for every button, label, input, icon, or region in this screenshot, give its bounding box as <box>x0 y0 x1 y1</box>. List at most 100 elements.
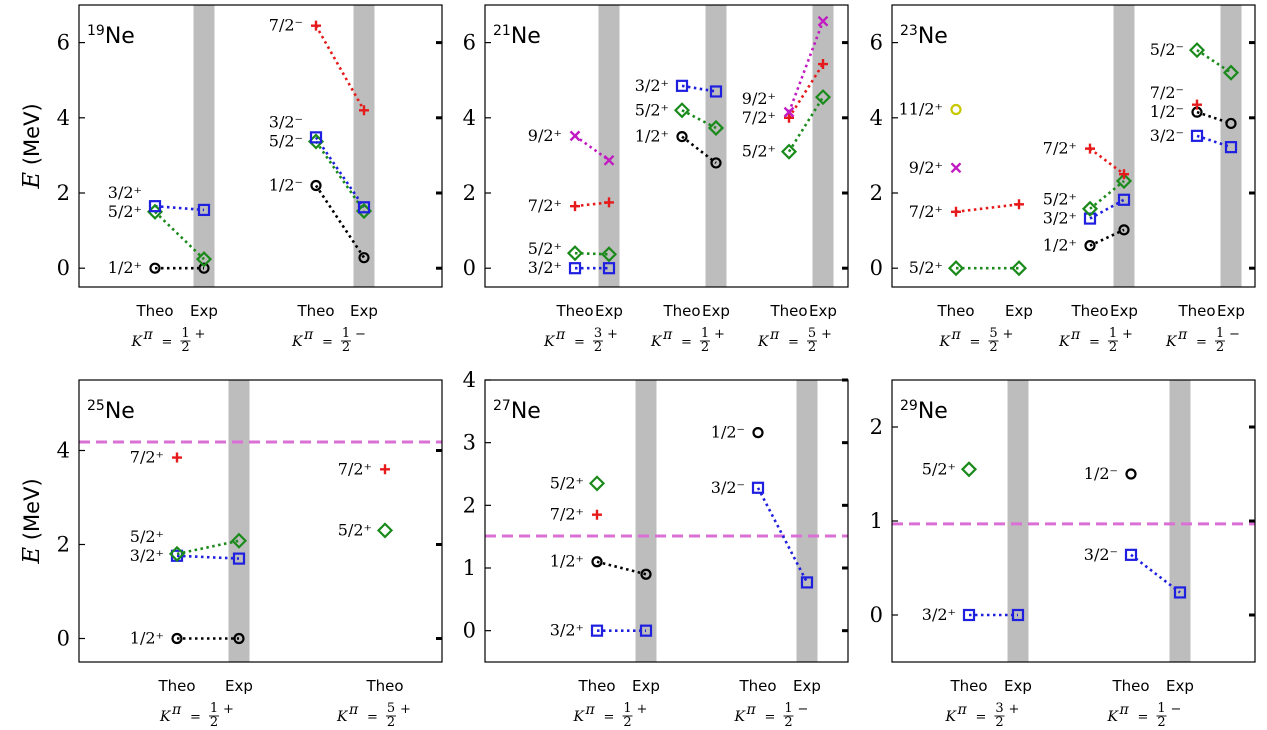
svg-text:=: = <box>574 335 585 350</box>
spin-parity-label: 3/2⁻ <box>711 478 745 497</box>
level-circle-marker <box>149 262 161 274</box>
level-plus-marker <box>784 112 794 123</box>
ytick-label: 0 <box>870 256 883 280</box>
svg-text:π: π <box>303 327 314 343</box>
svg-text:K: K <box>336 709 349 725</box>
column-label: Exp <box>702 302 730 320</box>
exp-band <box>635 380 657 662</box>
column-label: Theo <box>949 677 987 695</box>
level-square-marker <box>309 131 323 144</box>
level-diamond-marker <box>814 89 832 106</box>
level-diamond-marker <box>707 119 725 137</box>
spin-parity-label: 1/2⁻ <box>1150 102 1184 121</box>
svg-text:2: 2 <box>342 340 350 355</box>
column-label: Theo <box>1111 677 1149 695</box>
svg-text:K: K <box>734 709 747 725</box>
level-link <box>1089 228 1125 247</box>
level-circle-marker <box>233 632 245 645</box>
svg-text:2: 2 <box>623 715 631 730</box>
column-label: Exp <box>1166 677 1194 695</box>
exp-band <box>598 5 620 287</box>
spin-parity-label: 7/2⁺ <box>338 459 372 478</box>
level-square-marker <box>197 203 211 217</box>
ytick-label: 2 <box>57 181 70 205</box>
svg-text:K: K <box>1107 709 1120 725</box>
level-cross-marker <box>603 154 615 166</box>
axes-frame <box>78 4 443 288</box>
svg-text:=: = <box>765 710 776 725</box>
column-label: Exp <box>632 677 660 695</box>
column-label: Theo <box>738 677 776 695</box>
svg-text:K: K <box>757 334 770 350</box>
level-circle-marker <box>1225 117 1237 130</box>
level-square-marker <box>357 201 371 214</box>
spin-parity-label: 3/2⁻ <box>1084 545 1118 564</box>
svg-text:1: 1 <box>181 326 189 341</box>
level-diamond-marker <box>1115 172 1133 190</box>
svg-text:π: π <box>951 327 962 343</box>
spin-parity-label: 5/2⁺ <box>108 202 142 221</box>
level-diamond-marker <box>947 260 965 277</box>
svg-text:2: 2 <box>1216 340 1224 355</box>
level-diamond-marker <box>1188 42 1206 59</box>
svg-text:2: 2 <box>701 340 709 355</box>
svg-text:π: π <box>662 327 673 343</box>
ytick-label: 0 <box>57 627 70 651</box>
level-circle-marker <box>710 157 722 169</box>
level-square-marker <box>232 552 246 565</box>
level-plus-marker <box>1192 99 1202 110</box>
level-square-marker <box>1117 193 1131 206</box>
spin-parity-label: 5/2⁺ <box>550 473 584 492</box>
spin-parity-label: 3/2⁺ <box>1043 209 1077 228</box>
level-plus-marker <box>1119 169 1129 180</box>
level-plus-marker <box>380 464 390 475</box>
axes-frame <box>78 379 443 663</box>
svg-text:=: = <box>788 335 799 350</box>
ytick-label: 0 <box>870 603 883 627</box>
column-label: Exp <box>793 677 821 695</box>
svg-text:K: K <box>573 709 586 725</box>
svg-text:π: π <box>1177 327 1188 343</box>
level-square-marker <box>1190 129 1204 142</box>
svg-text:2: 2 <box>784 715 792 730</box>
svg-text:K: K <box>291 334 304 350</box>
spin-parity-label: 5/2⁺ <box>1043 190 1077 209</box>
svg-text:π: π <box>143 327 154 343</box>
svg-text:5: 5 <box>808 326 816 341</box>
level-circle-marker <box>950 103 962 116</box>
svg-text:1: 1 <box>210 701 218 716</box>
svg-text:=: = <box>681 335 692 350</box>
spin-parity-label: 3/2⁻ <box>1150 126 1184 145</box>
svg-text:2: 2 <box>995 715 1003 730</box>
level-link <box>574 134 610 162</box>
svg-text:2: 2 <box>1157 715 1165 730</box>
nucleus-label: 29Ne <box>900 398 948 424</box>
level-diamond-marker <box>1222 64 1240 81</box>
level-plus-marker <box>311 20 321 31</box>
svg-text:K: K <box>1058 334 1071 350</box>
spin-parity-label: 3/2⁺ <box>108 183 142 202</box>
spin-parity-label: 7/2⁺ <box>742 108 776 127</box>
level-link <box>681 109 717 130</box>
level-link <box>787 20 825 113</box>
column-label: Exp <box>1110 302 1138 320</box>
spin-parity-label: 1/2⁺ <box>635 127 669 146</box>
ytick-label: 4 <box>463 106 476 130</box>
level-square-marker <box>148 200 162 213</box>
level-plus-marker <box>1085 143 1095 154</box>
spin-parity-label: 7/2⁺ <box>550 505 584 524</box>
level-link <box>176 539 240 556</box>
svg-text:−: − <box>1229 327 1240 342</box>
svg-text:3: 3 <box>594 326 602 341</box>
svg-text:+: + <box>223 702 234 717</box>
level-diamond-marker <box>588 475 606 492</box>
level-plus-marker <box>604 197 614 208</box>
spin-parity-label: 11/2⁺ <box>899 100 943 119</box>
svg-text:=: = <box>1196 335 1207 350</box>
level-cross-marker <box>950 162 962 174</box>
